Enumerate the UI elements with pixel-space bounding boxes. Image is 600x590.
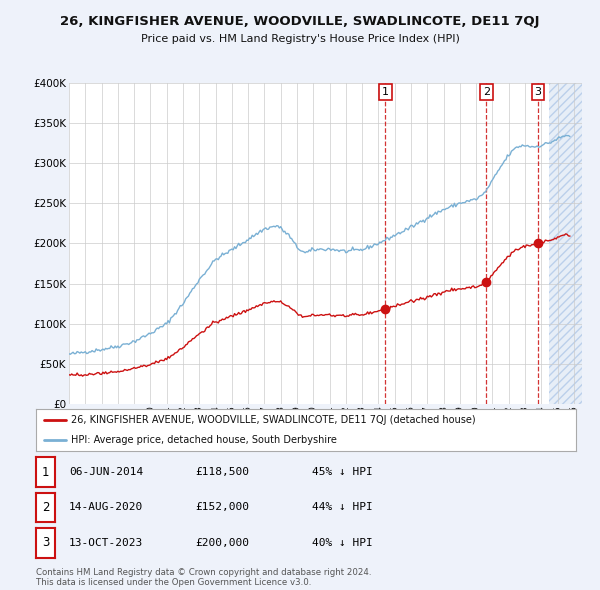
Bar <box>550 83 582 404</box>
Text: 1: 1 <box>382 87 389 97</box>
Text: HPI: Average price, detached house, South Derbyshire: HPI: Average price, detached house, Sout… <box>71 435 337 445</box>
Text: This data is licensed under the Open Government Licence v3.0.: This data is licensed under the Open Gov… <box>36 578 311 587</box>
Text: Contains HM Land Registry data © Crown copyright and database right 2024.: Contains HM Land Registry data © Crown c… <box>36 568 371 576</box>
Text: 2: 2 <box>42 501 49 514</box>
Text: £118,500: £118,500 <box>195 467 249 477</box>
Text: 06-JUN-2014: 06-JUN-2014 <box>69 467 143 477</box>
Text: 26, KINGFISHER AVENUE, WOODVILLE, SWADLINCOTE, DE11 7QJ (detached house): 26, KINGFISHER AVENUE, WOODVILLE, SWADLI… <box>71 415 476 425</box>
Text: 26, KINGFISHER AVENUE, WOODVILLE, SWADLINCOTE, DE11 7QJ: 26, KINGFISHER AVENUE, WOODVILLE, SWADLI… <box>60 15 540 28</box>
Text: 3: 3 <box>535 87 541 97</box>
Text: 3: 3 <box>42 536 49 549</box>
Text: 40% ↓ HPI: 40% ↓ HPI <box>312 538 373 548</box>
Text: 45% ↓ HPI: 45% ↓ HPI <box>312 467 373 477</box>
Text: 14-AUG-2020: 14-AUG-2020 <box>69 503 143 512</box>
Text: £152,000: £152,000 <box>195 503 249 512</box>
Text: 2: 2 <box>482 87 490 97</box>
Text: 1: 1 <box>42 466 49 478</box>
Bar <box>550 83 582 404</box>
Text: 13-OCT-2023: 13-OCT-2023 <box>69 538 143 548</box>
Text: Price paid vs. HM Land Registry's House Price Index (HPI): Price paid vs. HM Land Registry's House … <box>140 34 460 44</box>
Text: £200,000: £200,000 <box>195 538 249 548</box>
Text: 44% ↓ HPI: 44% ↓ HPI <box>312 503 373 512</box>
